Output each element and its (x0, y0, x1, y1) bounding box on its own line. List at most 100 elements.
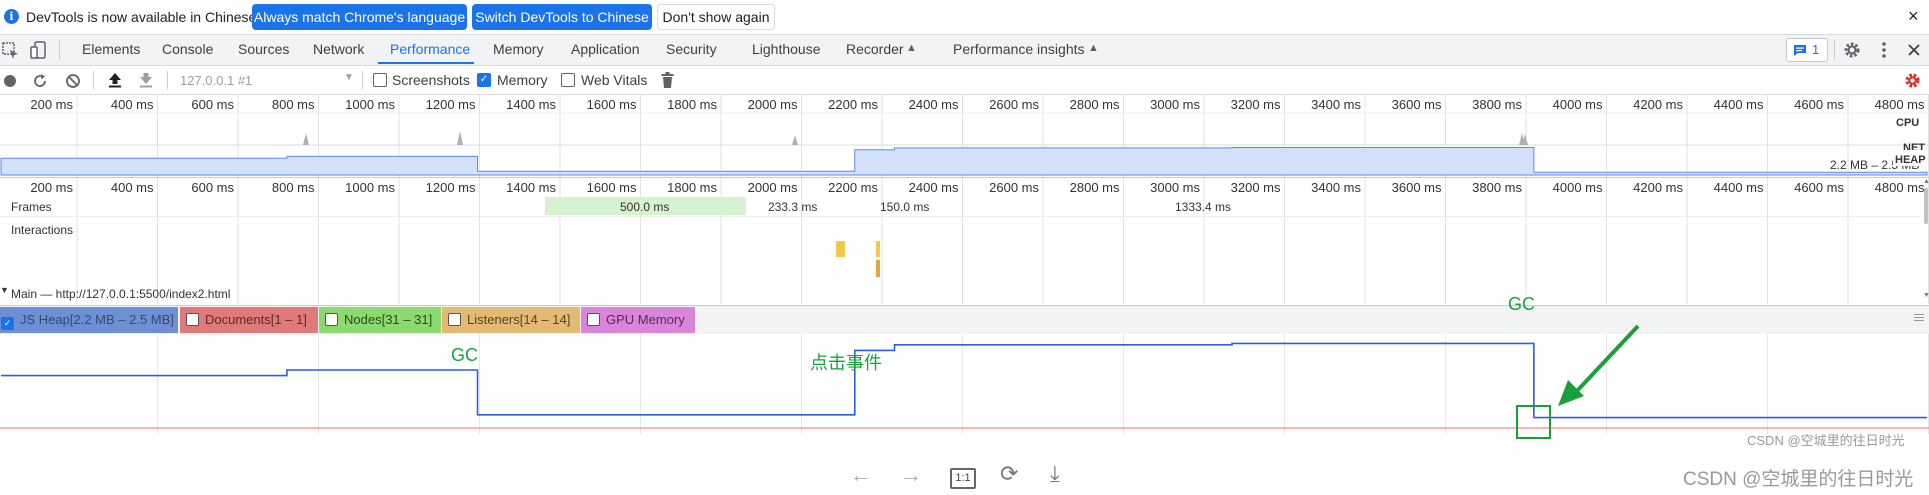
tab-sources[interactable]: Sources (238, 41, 290, 57)
toolbar-divider (167, 71, 168, 89)
ruler-tick-label: 1800 ms (667, 180, 717, 195)
dont-show-again-button[interactable]: Don't show again (657, 4, 775, 30)
js-heap-counter-graph (0, 334, 1929, 434)
ruler-tick-label: 600 ms (191, 97, 234, 112)
gc-annotation: GC (451, 345, 478, 365)
interactions-track-label: Interactions (11, 223, 74, 237)
heap-overview-area (0, 146, 1928, 176)
tab-elements[interactable]: Elements (82, 41, 141, 57)
save-profile-icon[interactable] (139, 72, 153, 88)
js-heap-checkbox[interactable]: ✓ (1, 317, 14, 330)
ruler-tick-label: 1400 ms (506, 97, 556, 112)
interaction-event-bar[interactable] (876, 260, 880, 277)
always-match-language-button[interactable]: Always match Chrome's language (252, 4, 467, 30)
flame-scrollbar[interactable] (1924, 188, 1928, 224)
ruler-tick-label: 800 ms (271, 180, 315, 195)
ruler-tick-label: 3200 ms (1230, 97, 1281, 112)
counter-listeners[interactable]: Listeners[14 – 14] (442, 307, 580, 333)
ruler-tick-label: 4800 ms (1874, 97, 1925, 112)
tab-recorder[interactable]: Recorder (846, 41, 904, 57)
devtools-tab-bar (0, 35, 1929, 66)
documents-checkbox[interactable] (186, 313, 199, 326)
gpu-memory-checkbox[interactable] (587, 313, 600, 326)
tab-security[interactable]: Security (666, 41, 717, 57)
actual-size-icon[interactable]: 1:1 (950, 468, 976, 489)
close-devtools-icon[interactable] (1907, 43, 1921, 57)
ruler-tick-label: 2600 ms (989, 180, 1039, 195)
ruler-tick-label: 3400 ms (1311, 97, 1361, 112)
ruler-tick-label: 2200 ms (828, 180, 878, 195)
tab-application[interactable]: Application (571, 41, 640, 57)
web-vitals-label: Web Vitals (581, 72, 648, 88)
garbage-collect-trash-icon[interactable] (661, 72, 674, 88)
cpu-activity-spike (1522, 134, 1528, 145)
performance-toolbar (0, 66, 1929, 95)
counter-nodes[interactable]: Nodes[31 – 31] (319, 307, 441, 333)
experimental-flask-icon: ▲ (1088, 42, 1099, 54)
memory-checkbox[interactable]: ✓ (477, 73, 491, 87)
device-toolbar-icon[interactable] (30, 41, 48, 61)
screenshots-label: Screenshots (392, 72, 470, 88)
ruler-tick-label: 4000 ms (1552, 97, 1603, 112)
load-profile-icon[interactable] (108, 72, 122, 88)
gc-annotation: GC (1508, 294, 1535, 314)
frame-bar[interactable] (545, 197, 746, 215)
tab-lighthouse[interactable]: Lighthouse (752, 41, 821, 57)
ruler-tick-label: 400 ms (110, 97, 154, 112)
infobar-close-icon[interactable]: × (1908, 6, 1919, 26)
issues-counter-button[interactable]: 1 (1786, 38, 1828, 62)
record-icon[interactable] (3, 74, 17, 88)
ruler-tick-label: 1200 ms (425, 180, 476, 195)
frame-duration: 1333.4 ms (1175, 200, 1232, 214)
previous-image-icon[interactable]: ← (850, 462, 872, 487)
interaction-event-bar[interactable] (876, 241, 880, 257)
flame-chart-grid (76, 178, 1929, 304)
inspect-element-icon[interactable] (2, 42, 20, 60)
web-vitals-checkbox[interactable] (561, 73, 575, 87)
ruler-tick-label: 1000 ms (345, 97, 395, 112)
next-image-icon[interactable]: → (900, 462, 922, 487)
nodes-checkbox[interactable] (325, 313, 338, 326)
capture-settings-gear-icon[interactable] (1904, 72, 1921, 89)
counter-gpu-memory[interactable]: GPU Memory (581, 307, 695, 333)
more-options-icon[interactable] (1880, 41, 1888, 59)
documents-label: Documents[1 – 1] (205, 312, 307, 327)
ruler-tick-label: 4400 ms (1713, 180, 1764, 195)
screenshots-checkbox[interactable] (373, 73, 387, 87)
ruler-tick-label: 3200 ms (1230, 180, 1281, 195)
main-track-expand-icon[interactable]: ▼ (0, 285, 9, 295)
reload-record-icon[interactable] (32, 73, 48, 89)
cpu-activity-spike (792, 135, 798, 145)
scroll-down-icon[interactable]: ▼ (1923, 292, 1929, 299)
counter-documents[interactable]: Documents[1 – 1] (180, 307, 318, 333)
ruler-tick-label: 1600 ms (586, 97, 637, 112)
infobar-message: DevTools is now available in Chinese! (26, 9, 261, 25)
ruler-tick-label: 1200 ms (425, 97, 476, 112)
ruler-tick-label: 3600 ms (1391, 97, 1442, 112)
recording-select[interactable]: 127.0.0.1 #1 (180, 73, 253, 88)
ruler-tick-label: 4200 ms (1633, 180, 1683, 195)
ruler-tick-label: 200 ms (30, 180, 73, 195)
tab-performance-insights[interactable]: Performance insights (953, 41, 1085, 57)
scroll-up-icon[interactable]: ▲ (1923, 178, 1929, 185)
tab-performance[interactable]: Performance (390, 41, 471, 57)
ruler-tick-label: 4400 ms (1713, 97, 1764, 112)
nodes-label: Nodes[31 – 31] (344, 312, 433, 327)
frame-duration: 500.0 ms (620, 200, 670, 214)
interaction-event-bar[interactable] (836, 241, 845, 257)
settings-gear-icon[interactable] (1843, 41, 1861, 59)
tab-network[interactable]: Network (313, 41, 365, 57)
tab-console[interactable]: Console (162, 41, 214, 57)
select-chevron-down-icon[interactable]: ▼ (344, 72, 354, 83)
frames-track[interactable] (0, 196, 1920, 217)
counter-js-heap[interactable]: ✓ JS Heap[2.2 MB – 2.5 MB] (0, 307, 178, 333)
flame-chart[interactable] (0, 178, 1929, 304)
download-icon[interactable]: ⤓ (1050, 461, 1060, 486)
switch-to-chinese-button[interactable]: Switch DevTools to Chinese (472, 4, 652, 30)
counters-resize-handle[interactable] (1914, 312, 1924, 323)
clear-icon[interactable] (65, 73, 81, 89)
listeners-checkbox[interactable] (448, 313, 461, 326)
rotate-icon[interactable]: ⟳ (1000, 461, 1019, 486)
tab-memory[interactable]: Memory (493, 41, 544, 57)
ruler-tick-label: 2400 ms (908, 97, 959, 112)
